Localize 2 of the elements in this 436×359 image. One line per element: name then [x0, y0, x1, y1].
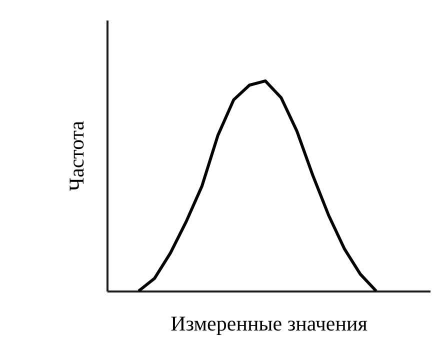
y-axis-title: Частота: [64, 120, 88, 192]
x-axis-title: Измеренные значения: [170, 312, 368, 336]
